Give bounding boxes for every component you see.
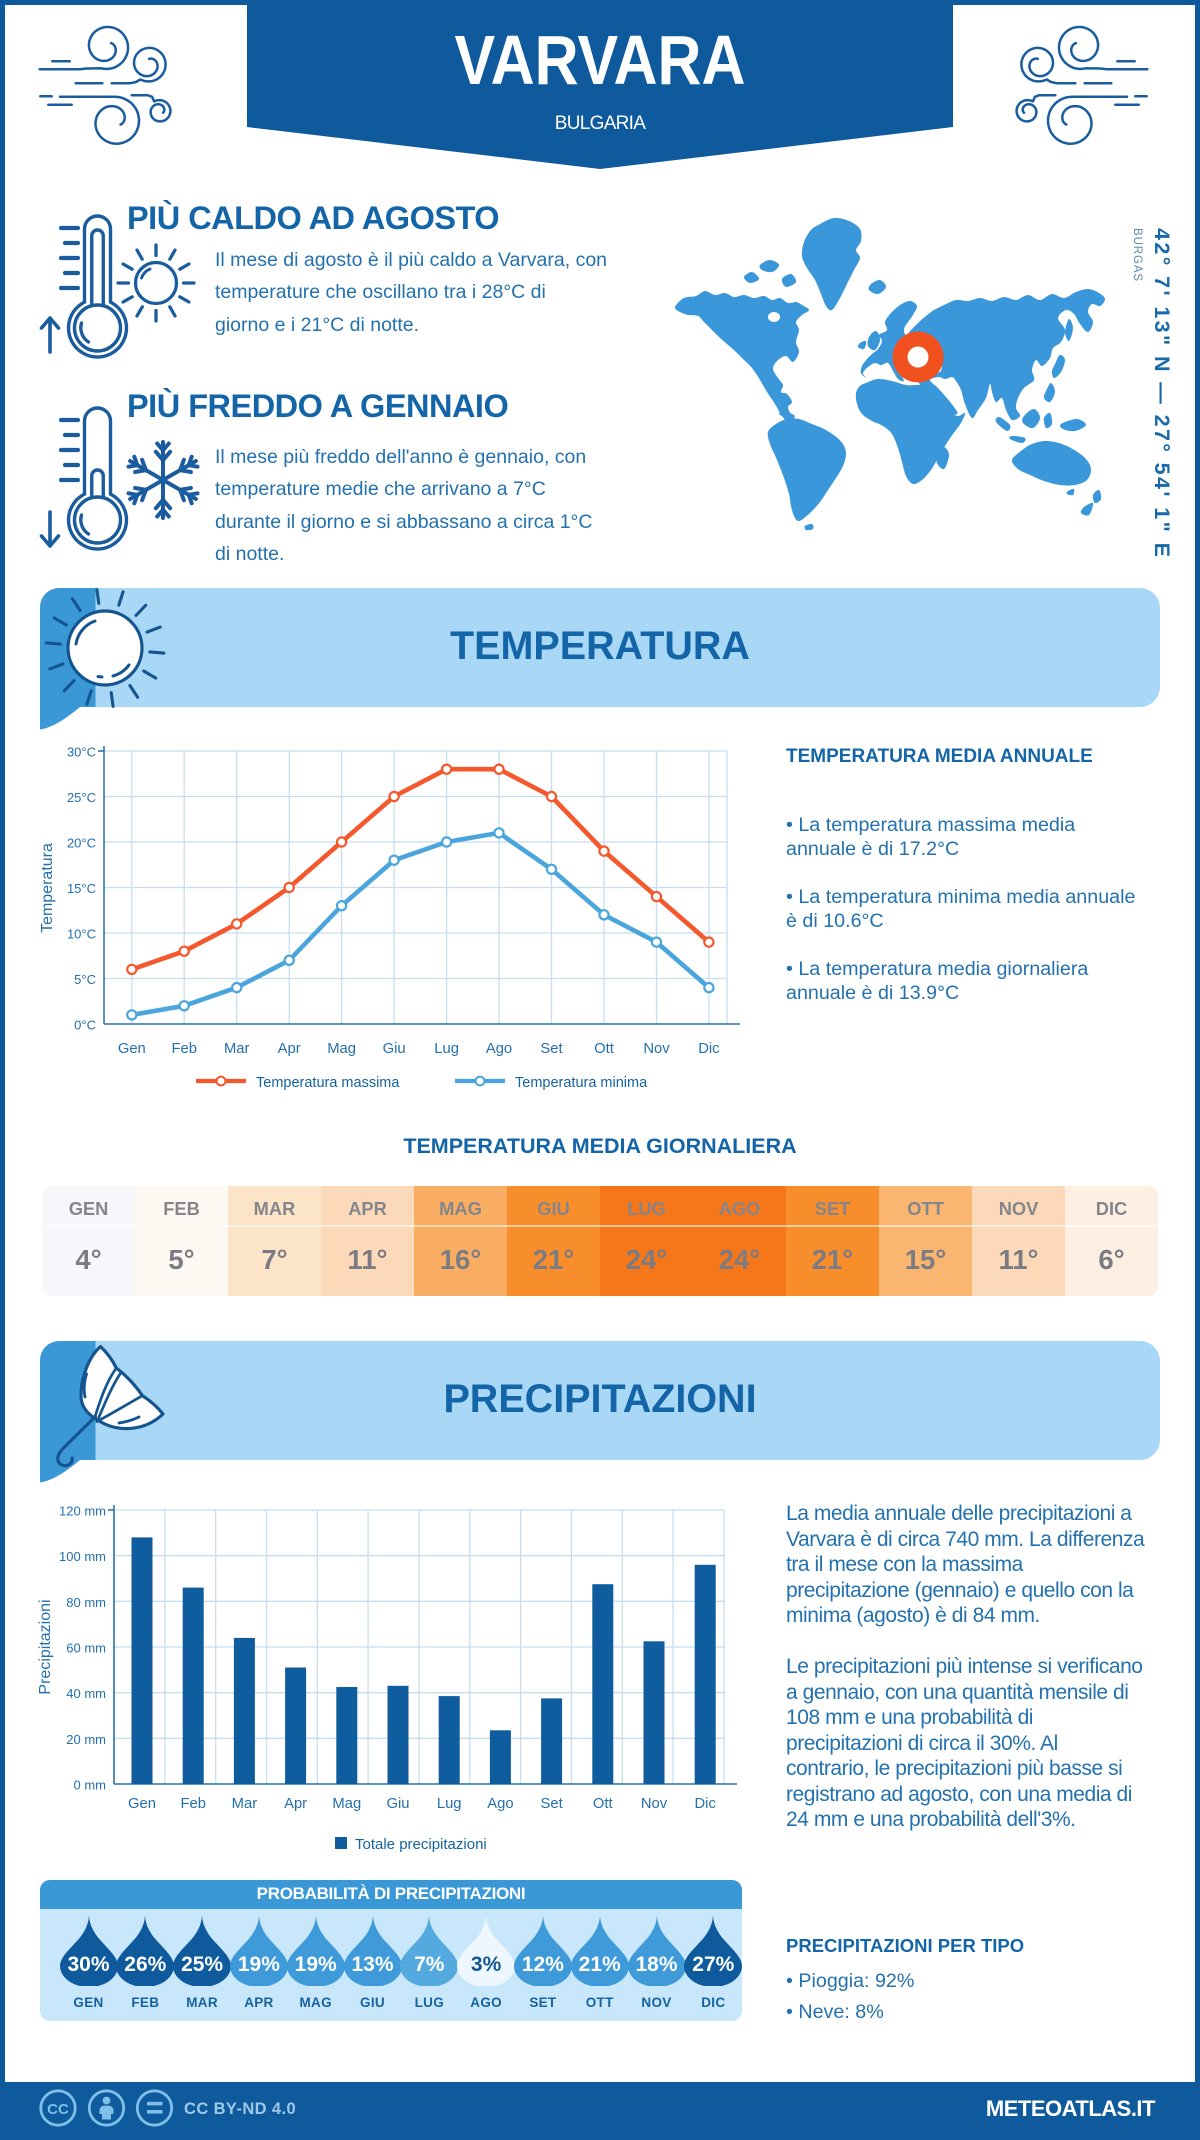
svg-text:120 mm: 120 mm <box>59 1504 106 1519</box>
svg-text:Feb: Feb <box>180 1796 206 1812</box>
svg-text:Apr: Apr <box>278 1041 301 1057</box>
svg-text:Set: Set <box>540 1796 562 1812</box>
svg-text:60 mm: 60 mm <box>66 1641 106 1656</box>
svg-text:Temperatura massima: Temperatura massima <box>256 1075 400 1091</box>
svg-text:80 mm: 80 mm <box>66 1595 106 1610</box>
svg-text:Nov: Nov <box>641 1796 668 1812</box>
svg-text:Dic: Dic <box>695 1796 717 1812</box>
svg-text:100 mm: 100 mm <box>59 1549 106 1564</box>
svg-text:5°C: 5°C <box>74 972 96 987</box>
svg-text:25°C: 25°C <box>67 790 96 805</box>
svg-text:0 mm: 0 mm <box>74 1778 107 1793</box>
svg-text:Set: Set <box>540 1041 562 1057</box>
svg-text:Mar: Mar <box>232 1796 258 1812</box>
svg-text:Apr: Apr <box>284 1796 307 1812</box>
svg-text:Giu: Giu <box>386 1796 409 1812</box>
svg-text:0°C: 0°C <box>74 1018 96 1033</box>
svg-text:40 mm: 40 mm <box>66 1686 106 1701</box>
svg-text:Totale precipitazioni: Totale precipitazioni <box>355 1836 487 1853</box>
svg-text:CC: CC <box>47 2101 69 2118</box>
svg-text:Lug: Lug <box>437 1796 462 1812</box>
svg-text:Giu: Giu <box>383 1041 406 1057</box>
svg-text:Feb: Feb <box>171 1041 197 1057</box>
svg-text:Ago: Ago <box>487 1796 513 1812</box>
svg-text:20 mm: 20 mm <box>66 1732 106 1747</box>
svg-text:Temperatura: Temperatura <box>39 843 56 933</box>
svg-text:Mag: Mag <box>327 1041 356 1057</box>
svg-text:15°C: 15°C <box>67 881 96 896</box>
svg-text:Mar: Mar <box>224 1041 250 1057</box>
svg-text:Ago: Ago <box>486 1041 512 1057</box>
svg-text:Precipitazioni: Precipitazioni <box>37 1599 54 1694</box>
svg-text:Gen: Gen <box>128 1796 156 1812</box>
svg-text:Lug: Lug <box>434 1041 459 1057</box>
svg-text:30°C: 30°C <box>67 745 96 760</box>
svg-text:Gen: Gen <box>118 1041 146 1057</box>
svg-text:20°C: 20°C <box>67 836 96 851</box>
svg-text:Mag: Mag <box>332 1796 361 1812</box>
svg-text:Temperatura minima: Temperatura minima <box>515 1075 648 1091</box>
svg-text:Ott: Ott <box>594 1041 614 1057</box>
svg-text:Nov: Nov <box>643 1041 670 1057</box>
svg-text:10°C: 10°C <box>67 927 96 942</box>
svg-text:Dic: Dic <box>698 1041 720 1057</box>
svg-text:Ott: Ott <box>593 1796 613 1812</box>
